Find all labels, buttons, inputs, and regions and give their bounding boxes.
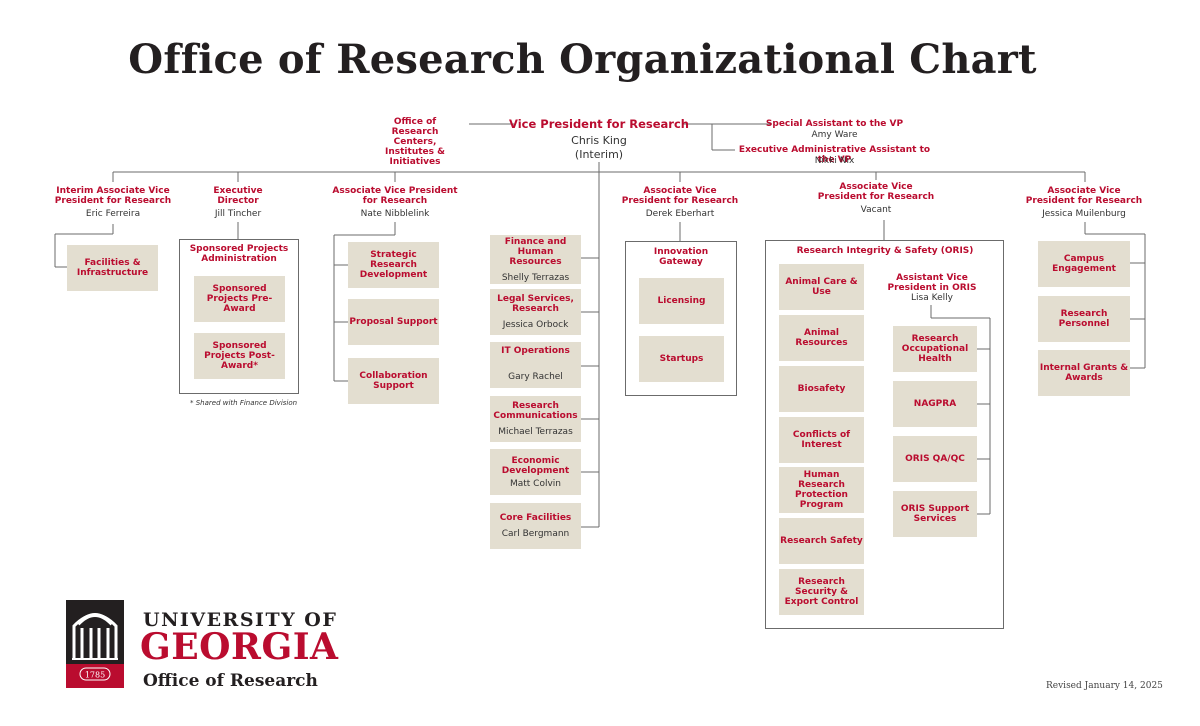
unit-label: Startups [659,354,704,364]
unit-box: Proposal Support [348,299,439,345]
unit-box: Conflicts of Interest [779,417,864,463]
unit-box: Legal Services, Research Jessica Orbock [490,289,581,335]
unit-label: Sponsored Projects Post-Award* [204,341,275,371]
unit-box: Campus Engagement [1038,241,1130,287]
unit-box: Startups [639,336,724,382]
unit-person: Carl Bergmann [501,529,570,539]
unit-label: Research Security & Export Control [784,577,859,607]
unit-label: NAGPRA [913,399,957,409]
vp-title: Vice President for Research [509,117,689,131]
unit-label: Animal Resources [795,328,848,348]
logo-georgia: GEORGIA [140,626,339,668]
unit-label: Research Communications [493,401,578,421]
unit-box: Core Facilities Carl Bergmann [490,503,581,549]
unit-label: Core Facilities [499,513,572,523]
exec-admin-title: Executive Administrative Assistant to th… [738,145,931,165]
uga-arch-logo-icon: 1785 [66,600,124,688]
logo-office-of-research: Office of Research [143,671,318,691]
unit-box: Facilities & Infrastructure [67,245,158,291]
unit-label: Biosafety [797,384,846,394]
unit-box: Sponsored Projects Pre-Award [194,276,285,322]
unit-label: Economic Development [501,455,570,476]
unit-box: ORIS Support Services [893,491,977,537]
unit-label: Animal Care & Use [785,277,858,297]
unit-label: ORIS Support Services [900,504,970,524]
unit-box: Research Security & Export Control [779,569,864,615]
group-frame [625,241,737,396]
oris-avp-name: Lisa Kelly [911,293,953,303]
unit-label: Strategic Research Development [359,250,428,280]
unit-box: Animal Resources [779,315,864,361]
unit-box: Sponsored Projects Post-Award* [194,333,285,379]
col3-title: Associate Vice President for Research [332,186,458,206]
unit-person: Gary Rachel [508,372,563,382]
unit-label: Internal Grants & Awards [1039,363,1129,383]
unit-person: Matt Colvin [509,478,562,489]
unit-box: Biosafety [779,366,864,412]
unit-label: Research Personnel [1058,309,1110,329]
col3-name: Nate Nibblelink [360,209,430,219]
col1-title: Interim Associate Vice President for Res… [54,186,172,206]
unit-box: Research Communications Michael Terrazas [490,396,581,442]
footnote: * Shared with Finance Division [190,399,298,407]
unit-box: ORIS QA/QC [893,436,977,482]
unit-box: Collaboration Support [348,358,439,404]
unit-box: IT Operations Gary Rachel [490,342,581,388]
col7-name: Jessica Muilenburg [1042,209,1126,219]
unit-label: Proposal Support [349,317,438,327]
unit-label: Finance and Human Resources [504,236,567,267]
unit-label: Legal Services, Research [497,294,574,314]
col2-title: Executive Director [213,186,263,206]
unit-label: ORIS QA/QC [905,454,965,464]
oris-avp-title: Assistant Vice President in ORIS [887,273,977,293]
unit-box: Research Occupational Health [893,326,977,372]
revised-date: Revised January 14, 2025 [1046,681,1163,691]
col7-title: Associate Vice President for Research [1025,186,1143,206]
vp-name: Chris King [571,134,627,147]
col2-name: Jill Tincher [214,209,262,219]
unit-label: IT Operations [501,346,570,356]
unit-box: Finance and Human Resources Shelly Terra… [490,235,581,284]
group-frame [179,239,299,394]
unit-person: Jessica Orbock [502,320,569,330]
page-title: Office of Research Organizational Chart [128,36,1037,83]
col5-group-title: Innovation Gateway [653,247,709,267]
col5-name: Derek Eberhart [645,209,715,219]
unit-person: Michael Terrazas [498,427,573,437]
col6-title: Associate Vice President for Research [817,182,935,202]
unit-label: Facilities & Infrastructure [76,258,149,278]
unit-label: Human Research Protection Program [795,470,848,510]
unit-label: Campus Engagement [1052,254,1116,274]
col1-name: Eric Ferreira [85,209,141,219]
unit-box: Economic Development Matt Colvin [490,449,581,495]
col5-title: Associate Vice President for Research [621,186,739,206]
logo-year: 1785 [85,671,105,680]
unit-box: Human Research Protection Program [779,467,864,513]
special-assistant-title: Special Assistant to the VP [765,119,904,129]
unit-label: Research Occupational Health [901,334,969,364]
centers-institutes-label: Office of Research Centers, Institutes &… [385,117,445,167]
col6-group-title: Research Integrity & Safety (ORIS) [796,246,974,256]
col6-name: Vacant [860,205,892,215]
special-assistant-name: Amy Ware [811,130,858,140]
logo-university-of: UNIVERSITY OF [143,609,338,631]
unit-box: Animal Care & Use [779,264,864,310]
unit-person: Shelly Terrazas [501,272,570,283]
unit-label: Sponsored Projects Pre-Award [206,284,273,314]
unit-box: Internal Grants & Awards [1038,350,1130,396]
exec-admin-name: Nikki Nix [814,156,855,166]
unit-box: Licensing [639,278,724,324]
col2-group-title: Sponsored Projects Administration [189,244,289,264]
unit-label: Research Safety [780,536,863,546]
unit-box: Strategic Research Development [348,242,439,288]
unit-label: Collaboration Support [359,371,428,391]
unit-box: Research Safety [779,518,864,564]
vp-name-interim: (Interim) [574,148,624,161]
group-frame [765,240,1004,629]
unit-box: Research Personnel [1038,296,1130,342]
unit-label: Conflicts of Interest [792,430,851,450]
unit-label: Licensing [657,296,706,306]
unit-box: NAGPRA [893,381,977,427]
